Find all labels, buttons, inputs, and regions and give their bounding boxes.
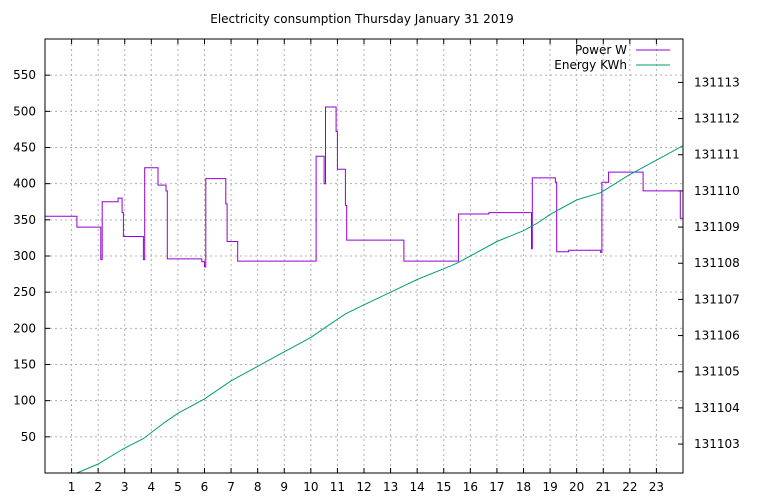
x-tick-label: 8 <box>254 480 262 494</box>
y-tick-label: 400 <box>13 177 36 191</box>
x-tick-label: 3 <box>121 480 129 494</box>
x-tick-label: 13 <box>383 480 398 494</box>
axis-ticks: 1 2 3 4 5 6 7 8 9 10 11 12 13 14 15 16 17 18 19 20 21 22 23501… <box>13 39 740 494</box>
y2-tick-label: 131107 <box>694 292 740 306</box>
x-tick-label: 18 <box>516 480 531 494</box>
x-tick-label: 6 <box>201 480 209 494</box>
chart-title: Electricity consumption Thursday January… <box>210 12 513 26</box>
grid-lines <box>45 39 683 473</box>
y-tick-label: 500 <box>13 104 36 118</box>
legend-label: Power W <box>575 43 627 57</box>
x-tick-label: 4 <box>148 480 156 494</box>
x-tick-label: 21 <box>596 480 611 494</box>
y2-tick-label: 131108 <box>694 256 740 270</box>
x-tick-label: 23 <box>649 480 664 494</box>
y2-tick-label: 131105 <box>694 365 740 379</box>
x-tick-label: 19 <box>542 480 557 494</box>
x-tick-label: 1 <box>68 480 76 494</box>
series-lines <box>45 106 684 474</box>
x-tick-label: 17 <box>489 480 504 494</box>
y2-tick-label: 131104 <box>694 401 740 415</box>
x-tick-label: 10 <box>303 480 318 494</box>
y-tick-label: 550 <box>13 68 36 82</box>
y-tick-label: 50 <box>21 430 36 444</box>
x-tick-label: 7 <box>227 480 235 494</box>
x-tick-label: 20 <box>569 480 584 494</box>
y-tick-label: 150 <box>13 358 36 372</box>
x-tick-label: 2 <box>94 480 102 494</box>
y-tick-label: 450 <box>13 141 36 155</box>
y-tick-label: 100 <box>13 394 36 408</box>
y-tick-label: 200 <box>13 321 36 335</box>
y2-tick-label: 131112 <box>694 112 740 126</box>
x-tick-label: 5 <box>174 480 182 494</box>
y2-tick-label: 131109 <box>694 220 740 234</box>
y2-tick-label: 131110 <box>694 184 740 198</box>
y-tick-label: 250 <box>13 285 36 299</box>
plot-frame <box>44 38 684 474</box>
x-tick-label: 16 <box>463 480 478 494</box>
legend-label: Energy KWh <box>554 58 627 72</box>
series-line-power-w <box>45 106 683 268</box>
x-tick-label: 11 <box>330 480 345 494</box>
y2-tick-label: 131111 <box>694 148 740 162</box>
x-tick-label: 12 <box>356 480 371 494</box>
x-tick-label: 22 <box>622 480 637 494</box>
x-tick-label: 14 <box>410 480 425 494</box>
x-tick-label: 15 <box>436 480 451 494</box>
y2-tick-label: 131113 <box>694 75 740 89</box>
x-tick-label: 9 <box>280 480 288 494</box>
y2-tick-label: 131103 <box>694 437 740 451</box>
y-tick-label: 350 <box>13 213 36 227</box>
y2-tick-label: 131106 <box>694 329 740 343</box>
y-tick-label: 300 <box>13 249 36 263</box>
series-line-energy-kwh <box>76 145 684 474</box>
